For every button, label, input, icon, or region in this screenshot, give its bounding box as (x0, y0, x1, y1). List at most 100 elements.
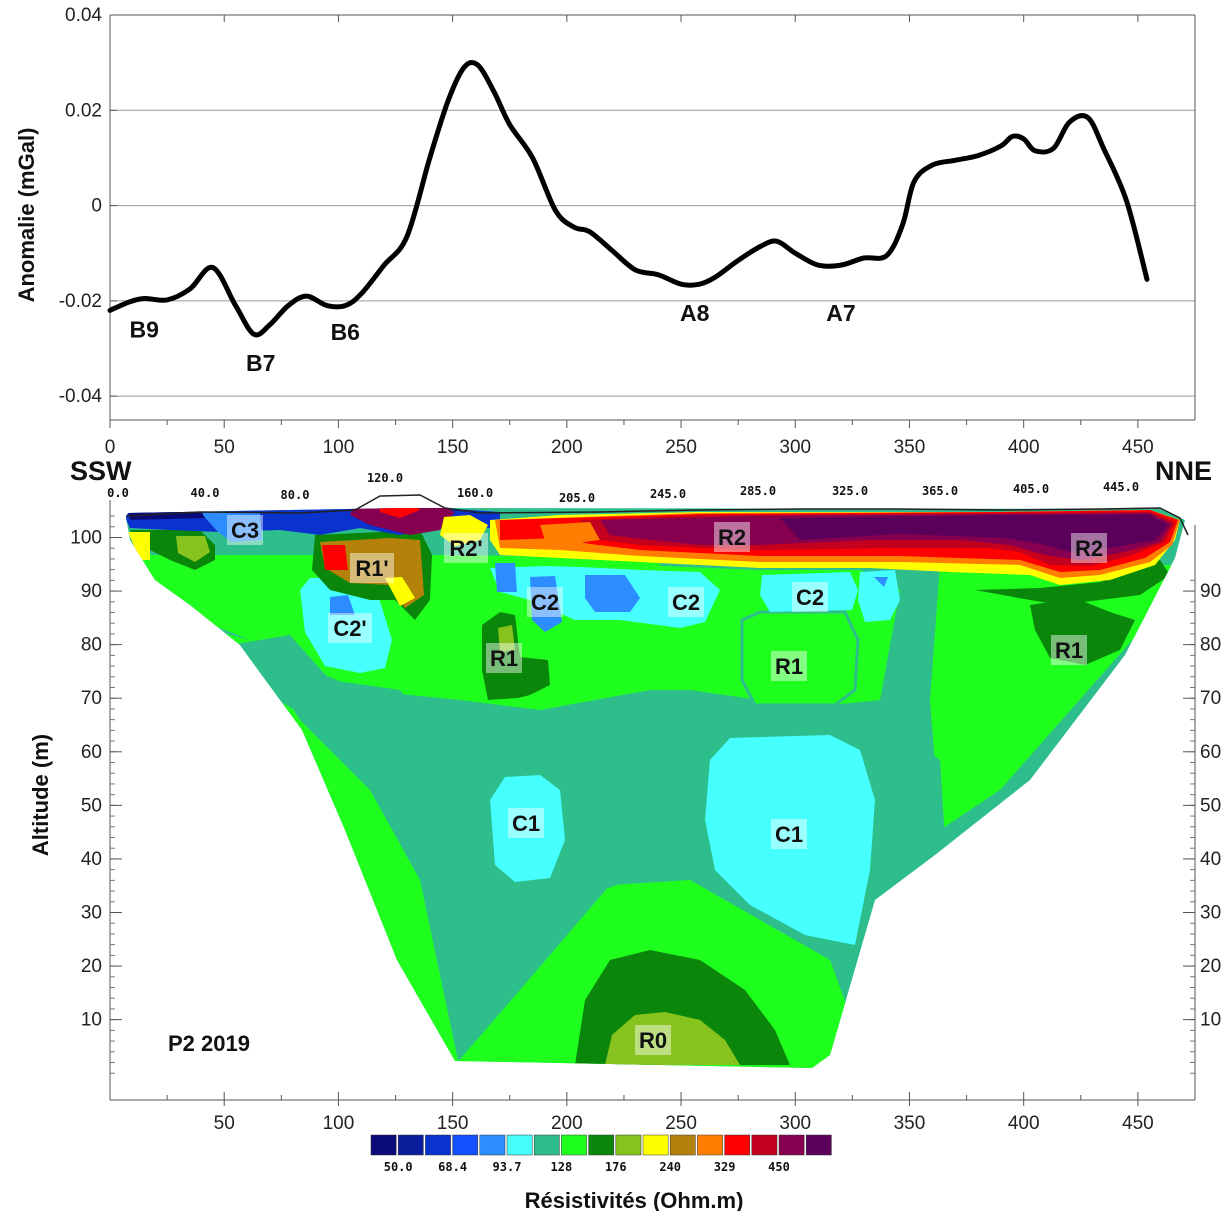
legend-label: 68.4 (438, 1160, 467, 1174)
zone-label-r2-prime: R2' (444, 533, 488, 563)
zone-label-background (1051, 635, 1087, 665)
contour-R2-purple (780, 515, 1168, 552)
zone-label-r1: R1 (1051, 635, 1087, 665)
section-y-axis-label: Altitude (m) (28, 734, 53, 856)
contour-128-patch-a (230, 635, 420, 730)
gravity-y-axis-label: Anomalie (mGal) (14, 128, 39, 303)
electrode-label: 0.0 (107, 486, 129, 500)
x-tick-label: 150 (437, 437, 469, 458)
contour-C2-prime-core (330, 595, 355, 615)
legend-swatch (615, 1134, 642, 1156)
legend-swatch (506, 1134, 533, 1156)
contour-R1-prime-yellow (385, 577, 415, 606)
zone-label-c2: C2 (668, 587, 704, 617)
annotation-b7: B7 (246, 350, 275, 376)
contour-C1-left (490, 775, 565, 882)
contour-C2-core-c (585, 575, 640, 612)
gravity-axes (109, 14, 1196, 421)
right-y-tick-label: 40 (1200, 849, 1221, 870)
contour-near-surface-left-yellow (128, 532, 150, 560)
x-tick-label: 200 (551, 437, 583, 458)
zone-label-text: C2' (333, 616, 366, 641)
right-y-tick-label: 30 (1200, 903, 1221, 924)
zone-label-background (227, 515, 263, 545)
orientation-left: SSW (70, 456, 132, 486)
contour-surface-hill (350, 508, 455, 535)
legend-swatch (724, 1134, 751, 1156)
zone-label-text: C3 (231, 518, 259, 543)
x-tick-label: 250 (665, 1113, 697, 1134)
zone-label-text: R2' (449, 536, 482, 561)
y-tick-label: 0 (91, 196, 102, 217)
contour-R0-core (605, 1012, 740, 1065)
contour-R1-prime-red (322, 545, 348, 570)
legend-swatch (751, 1134, 778, 1156)
legend-swatch (588, 1134, 615, 1156)
electrode-label: 120.0 (367, 471, 403, 485)
legend-label: 329 (714, 1160, 736, 1174)
resistivity-contours (126, 508, 1185, 1068)
legend-swatch (452, 1134, 479, 1156)
contour-C2-core-a (495, 563, 517, 592)
zone-label-background (771, 651, 807, 681)
electrode-position-labels: 0.0 40.0 80.0 120.0 160.0 205.0 245.0 285.0 325.… (107, 471, 1139, 505)
y-tick-label: -0.04 (59, 386, 103, 407)
x-tick-label: 400 (1008, 1113, 1040, 1134)
y-tick-label: 40 (81, 849, 102, 870)
zone-label-c1: C1 (771, 819, 807, 849)
zone-label-background (328, 613, 372, 643)
legend-swatch (561, 1134, 587, 1156)
legend-label: 93.7 (493, 1160, 522, 1174)
electrode-label: 80.0 (281, 488, 310, 502)
legend-label: 50.0 (384, 1160, 413, 1174)
legend-swatch (397, 1134, 424, 1156)
electrode-label: 40.0 (191, 486, 220, 500)
legend-label: 176 (605, 1160, 627, 1174)
zone-label-text: R2 (1075, 536, 1103, 561)
zone-label-text: R1 (1055, 638, 1083, 663)
zone-label-r1: R1 (771, 651, 807, 681)
zone-label-c3: C3 (227, 515, 263, 545)
contour-R1-left-core (498, 625, 515, 652)
contour-R2-orange-patch (540, 522, 600, 545)
legend-swatch (805, 1134, 832, 1156)
electrode-label: 205.0 (559, 491, 595, 505)
legend-swatch (669, 1134, 696, 1156)
contour-C1-right (705, 735, 875, 945)
y-tick-label: 70 (81, 688, 102, 709)
legend-label: 128 (551, 1160, 573, 1174)
x-tick-label: 400 (1008, 437, 1040, 458)
right-y-tick-label: 60 (1200, 742, 1221, 763)
contour-near-surface-left-core (176, 536, 210, 562)
electrode-label: 325.0 (832, 484, 868, 498)
electrode-label: 160.0 (457, 486, 493, 500)
resistivity-legend: 50.0 68.4 93.7 128 176 240 329 450 (370, 1134, 832, 1174)
electrode-label: 445.0 (1103, 480, 1139, 494)
contour-R1-right-band (975, 560, 1170, 605)
zone-label-background (508, 808, 544, 838)
contour-C2-far-right-core (874, 577, 888, 587)
zone-label-text: C2 (796, 585, 824, 610)
section-x-ticks: 50 100 150 200 250 300 350 400 450 (166, 1092, 1154, 1134)
zone-label-r1: R1 (486, 643, 522, 673)
x-tick-label: 200 (551, 1113, 583, 1134)
zone-label-text: C2 (531, 590, 559, 615)
y-tick-label: 30 (81, 903, 102, 924)
profile-title: P2 2019 (168, 1031, 250, 1056)
zone-label-text: R0 (639, 1028, 667, 1053)
legend-swatch (778, 1134, 805, 1156)
electrode-label: 285.0 (740, 484, 776, 498)
y-tick-label: 60 (81, 742, 102, 763)
zone-label-background (668, 587, 704, 617)
y-tick-label: 0.02 (65, 100, 102, 121)
section-right-y-ticks: 90 80 70 60 50 40 30 20 10 (1183, 581, 1221, 1031)
right-y-tick-label: 10 (1200, 1010, 1221, 1031)
zone-label-r2: R2 (714, 522, 750, 552)
x-tick-label: 300 (779, 437, 811, 458)
zone-label-background (635, 1025, 671, 1055)
contour-C2-far-right (858, 570, 900, 622)
y-tick-label: 0.04 (65, 5, 102, 26)
right-y-tick-label: 50 (1200, 795, 1221, 816)
electrode-label: 365.0 (922, 484, 958, 498)
